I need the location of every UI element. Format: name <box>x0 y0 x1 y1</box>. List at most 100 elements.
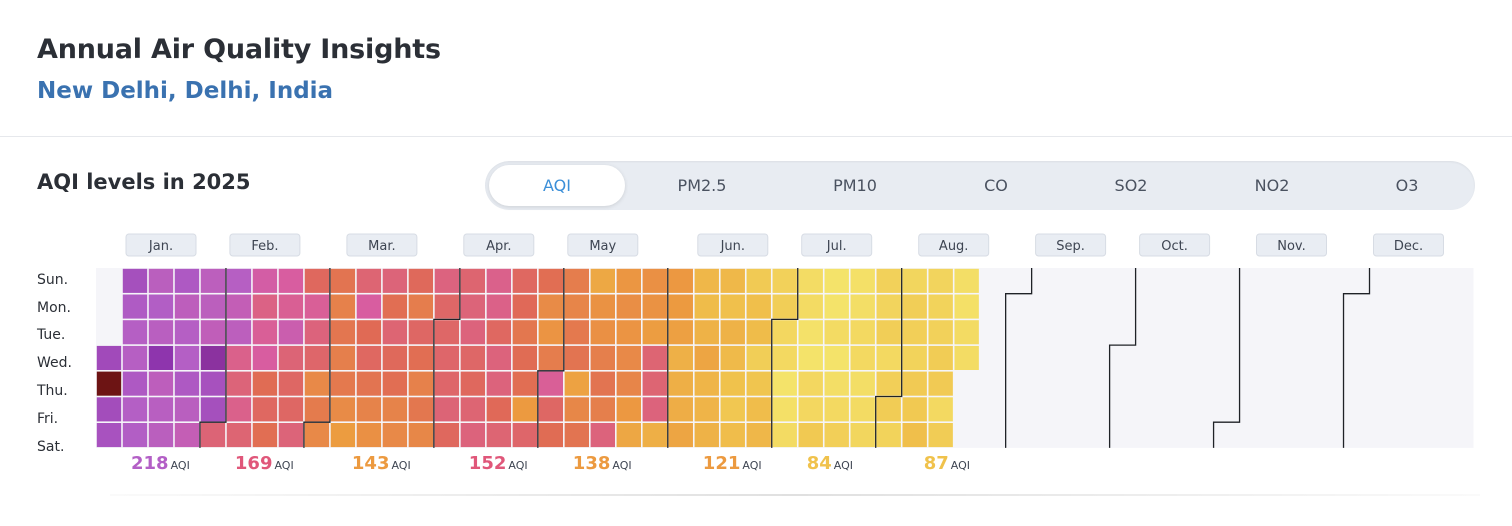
tab-no2[interactable]: NO2 <box>1204 165 1340 206</box>
tab-o3[interactable]: O3 <box>1339 165 1475 206</box>
heatmap-cell: 93 <box>746 345 771 370</box>
heatmap-cell: 80 <box>772 371 797 396</box>
heatmap-cell: 197 <box>174 423 200 448</box>
heatmap-cell: 151 <box>512 294 538 319</box>
monthly-average-unit: AQI <box>171 459 190 472</box>
heatmap-cell: 198 <box>226 294 252 319</box>
month-pill <box>1256 233 1327 257</box>
heatmap-cell: 88 <box>850 423 875 448</box>
month-label: Nov. <box>1277 239 1306 254</box>
heatmap-cell: 120 <box>564 371 590 396</box>
heatmap-cell: 156 <box>460 345 486 370</box>
chart-section-title: AQI levels in 2025 <box>37 170 251 194</box>
month-label: Sep. <box>1056 239 1085 254</box>
heatmap-cell: 213 <box>174 320 200 345</box>
heatmap-cell: 160 <box>226 423 252 448</box>
heatmap-cell: 160 <box>460 397 486 422</box>
heatmap-cell: 130 <box>356 423 382 448</box>
heatmap-cell: 164 <box>434 268 460 293</box>
monthly-average-number: 138 <box>573 453 611 474</box>
month-boundary-line <box>875 268 903 448</box>
heatmap-cell: 85 <box>798 294 823 319</box>
heatmap-cell: 148 <box>382 294 408 319</box>
heatmap-cell: 300 <box>96 371 122 396</box>
heatmap-cell: 129 <box>590 294 615 319</box>
heatmap-cell: 153 <box>434 423 460 448</box>
heatmap-cell: 218 <box>122 294 148 319</box>
month-label: Feb. <box>251 239 278 254</box>
heatmap-cell: 214 <box>122 397 148 422</box>
heatmap-cell: 208 <box>174 397 200 422</box>
heatmap-cell: 86 <box>850 345 875 370</box>
heatmap-cell: 118 <box>694 345 719 370</box>
heatmap-cell: 92 <box>876 371 901 396</box>
month-pill <box>1373 233 1444 257</box>
monthly-average-value: 169 AQI <box>235 453 294 474</box>
month-pill <box>801 233 873 257</box>
day-label-fri: Fri. <box>37 411 59 427</box>
heatmap-cell: 172 <box>252 320 278 345</box>
heatmap-cell: 160 <box>642 371 667 396</box>
monthly-average-number: 169 <box>235 453 273 474</box>
heatmap-cell: 135 <box>564 397 590 422</box>
tab-so2[interactable]: SO2 <box>1063 165 1199 206</box>
heatmap-cell: 110 <box>694 320 719 345</box>
heatmap-cell: 97 <box>720 397 745 422</box>
heatmap-cell: 104 <box>694 294 719 319</box>
heatmap-cell: 124 <box>330 423 356 448</box>
monthly-average-number: 87 <box>924 453 949 474</box>
month-pill <box>229 233 301 257</box>
heatmap-cell: 136 <box>616 371 641 396</box>
heatmap-cell: 148 <box>512 371 538 396</box>
tab-aqi[interactable]: AQI <box>489 165 625 206</box>
heatmap-cell: 86 <box>876 345 901 370</box>
heatmap-cell: 230 <box>96 345 122 370</box>
monthly-average-number: 121 <box>703 453 741 474</box>
month-boundary-line <box>433 268 461 448</box>
heatmap-cell: 168 <box>226 345 252 370</box>
heatmap-cell: 83 <box>824 371 849 396</box>
heatmap-cell: 206 <box>200 294 226 319</box>
tab-co[interactable]: CO <box>928 165 1064 206</box>
day-label-sun: Sun. <box>37 272 69 288</box>
heatmap-cell: 163 <box>304 320 330 345</box>
month-pill <box>697 233 769 257</box>
heatmap-cell: 88 <box>902 268 927 293</box>
heatmap-cell: 214 <box>174 345 200 370</box>
heatmap-cell: 151 <box>486 397 512 422</box>
tab-pm25[interactable]: PM2.5 <box>634 165 770 206</box>
heatmap-cell: 154 <box>486 320 512 345</box>
heatmap-cell: 152 <box>408 268 434 293</box>
month-label: Oct. <box>1161 239 1188 254</box>
heatmap-cell: 159 <box>460 268 486 293</box>
month-label: May <box>589 239 616 254</box>
heatmap-cell: 163 <box>460 320 486 345</box>
month-label: Mar. <box>368 239 395 254</box>
heatmap-cell: 225 <box>200 371 226 396</box>
monthly-average-value: 152 AQI <box>469 453 528 474</box>
heatmap-cell: 212 <box>122 345 148 370</box>
heatmap-cell: 89 <box>928 268 953 293</box>
heatmap-cell: 219 <box>174 268 200 293</box>
heatmap-cell: 129 <box>642 294 667 319</box>
tab-label: CO <box>984 176 1008 195</box>
heatmap-cell: 148 <box>252 423 278 448</box>
heatmap-cell: 149 <box>538 423 564 448</box>
heatmap-cell: 152 <box>382 345 408 370</box>
heatmap-cell: 101 <box>720 294 745 319</box>
heatmap-cell: 213 <box>122 320 148 345</box>
heatmap-cell: 155 <box>278 397 304 422</box>
heatmap-cell: 205 <box>226 320 252 345</box>
heatmap-cell: 226 <box>122 268 148 293</box>
tab-pm10[interactable]: PM10 <box>787 165 923 206</box>
monthly-average-unit: AQI <box>834 459 853 472</box>
monthly-average-value: 87 AQI <box>924 453 970 474</box>
heatmap-cell: 207 <box>148 423 174 448</box>
heatmap-cell: 134 <box>304 423 330 448</box>
heatmap-cell: 157 <box>304 345 330 370</box>
monthly-average-unit: AQI <box>951 459 970 472</box>
monthly-average-number: 152 <box>469 453 507 474</box>
heatmap-cell: 139 <box>590 345 615 370</box>
heatmap-cell: 94 <box>928 345 953 370</box>
heatmap-cell: 134 <box>616 345 641 370</box>
